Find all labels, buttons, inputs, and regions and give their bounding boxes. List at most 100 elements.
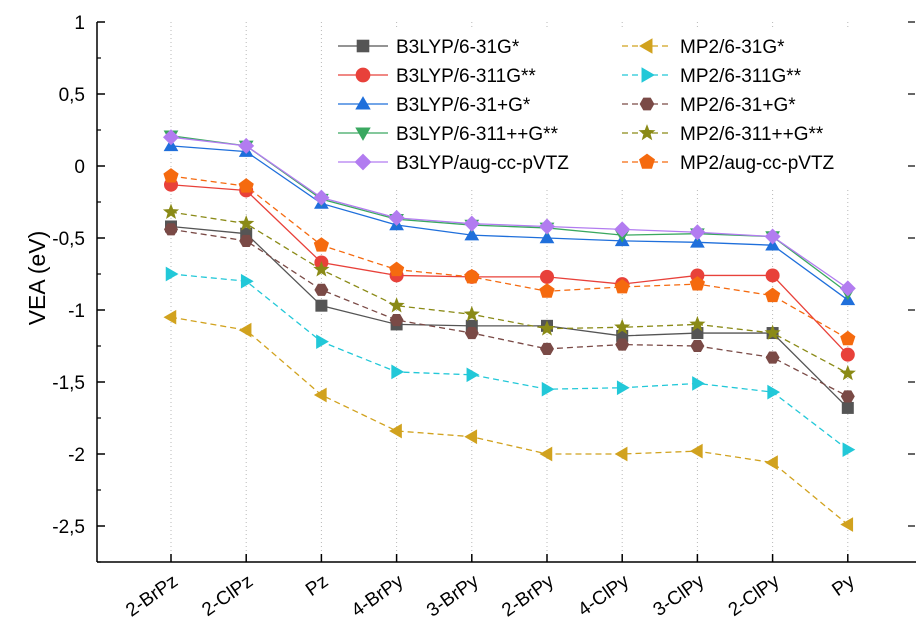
- data-point-mp2-6-31-g-py: [840, 390, 855, 403]
- data-point-mp2-6-31g-4-brpy: [389, 423, 402, 439]
- legend-label: MP2/6-311G**: [680, 66, 802, 87]
- y-axis-label: VEA (eV): [24, 231, 50, 326]
- series-line-mp2-6-311-g: [170, 211, 849, 374]
- data-point-mp2-6-31g-2-clpz: [238, 322, 252, 338]
- legend-label: MP2/6-311++G**: [680, 124, 824, 145]
- series-line-b3lyp-aug-cc-pvtz: [170, 136, 849, 289]
- data-point-b3lyp-6-31-g-2-brpy: [539, 230, 555, 244]
- series-mp2-6-311-g: [162, 203, 856, 381]
- legend-item-b3lyp-aug-cc-pvtz: B3LYP/aug-cc-pVTZ: [338, 153, 569, 174]
- data-point-mp2-6-311-g-2-brpz: [162, 203, 180, 219]
- legend-item-mp2-6-311-g: MP2/6-311++G**: [622, 124, 824, 145]
- data-point-mp2-6-311-g-py: [839, 364, 856, 381]
- legend-marker: [354, 153, 372, 171]
- legend-marker: [356, 39, 370, 53]
- legend-item-b3lyp-6-311-g: B3LYP/6-311++G**: [338, 124, 559, 145]
- data-point-mp2-6-311g-py: [842, 442, 856, 458]
- legend-marker: [641, 67, 655, 83]
- data-point-b3lyp-aug-cc-pvtz-pz: [313, 189, 330, 206]
- data-point-mp2-aug-cc-pvtz-3-brpy: [464, 268, 480, 284]
- y-tick-label: -1,5: [52, 373, 85, 394]
- series-line-mp2-6-311g: [170, 273, 849, 451]
- legend-item-mp2-6-311g: MP2/6-311G**: [622, 66, 802, 87]
- x-tick-label-2-brpy: 2-BrPy: [498, 571, 558, 622]
- data-point-mp2-6-311g-4-brpy: [391, 364, 405, 380]
- data-point-mp2-6-311g-2-clpz: [240, 273, 254, 289]
- series-b3lyp-aug-cc-pvtz: [163, 129, 856, 297]
- legend-marker: [639, 38, 653, 54]
- x-tick-label-2-clpz: 2-ClPz: [198, 571, 257, 621]
- legend: B3LYP/6-31G* B3LYP/6-311G** B3LYP/6-31+G* B…: [330, 28, 906, 188]
- data-point-b3lyp-aug-cc-pvtz-4-clpy: [614, 221, 631, 238]
- legend-item-b3lyp-6-31-g: B3LYP/6-31+G*: [338, 95, 531, 116]
- data-point-b3lyp-6-311g-py: [840, 347, 855, 362]
- data-point-b3lyp-6-311g-2-clpy: [765, 268, 780, 283]
- legend-marker: [639, 97, 655, 111]
- data-point-b3lyp-aug-cc-pvtz-3-brpy: [463, 215, 480, 232]
- data-point-mp2-aug-cc-pvtz-pz: [313, 237, 330, 252]
- data-point-mp2-6-31g-2-brpz: [163, 309, 177, 325]
- data-point-mp2-6-31g-pz: [313, 387, 327, 403]
- series-b3lyp-6-311g: [164, 177, 855, 362]
- data-point-mp2-6-311-g-3-brpy: [463, 305, 480, 322]
- x-tick-label-2-brpz: 2-BrPz: [122, 571, 182, 622]
- y-tick-label: -2: [68, 445, 85, 466]
- data-point-mp2-6-31-g-3-clpy: [690, 339, 705, 353]
- series-mp2-6-311g: [165, 266, 856, 458]
- legend-item-mp2-6-31-g: MP2/6-31+G*: [622, 95, 796, 116]
- data-point-mp2-6-311g-pz: [316, 334, 329, 350]
- data-point-b3lyp-aug-cc-pvtz-3-clpy: [689, 224, 706, 241]
- y-tick-label: 0: [74, 157, 85, 178]
- data-point-b3lyp-6-311g-2-brpy: [540, 269, 554, 284]
- series-mp2-aug-cc-pvtz: [163, 168, 856, 346]
- data-point-mp2-6-311g-4-clpy: [616, 380, 630, 396]
- data-point-mp2-6-311-g-2-clpz: [238, 215, 255, 231]
- data-point-mp2-6-311g-2-brpy: [541, 381, 555, 397]
- data-point-mp2-6-31-g-2-clpz: [239, 234, 254, 247]
- legend-label: MP2/6-31+G*: [680, 95, 796, 116]
- legend-background: [330, 28, 906, 188]
- legend-marker: [355, 67, 371, 83]
- data-point-mp2-aug-cc-pvtz-2-clpy: [764, 287, 781, 303]
- data-point-b3lyp-aug-cc-pvtz-2-brpz: [163, 129, 179, 146]
- data-point-mp2-6-311-g-4-brpy: [388, 297, 405, 313]
- legend-item-mp2-6-31g: MP2/6-31G*: [622, 37, 785, 58]
- y-tick-label: -1: [68, 301, 85, 322]
- legend-marker: [639, 153, 655, 169]
- legend-label: B3LYP/aug-cc-pVTZ: [396, 153, 569, 174]
- data-point-mp2-aug-cc-pvtz-2-clpz: [238, 178, 254, 193]
- legend-item-mp2-aug-cc-pvtz: MP2/aug-cc-pVTZ: [622, 153, 835, 174]
- legend-marker: [355, 127, 371, 141]
- series-b3lyp-6-31g: [165, 220, 854, 414]
- data-point-mp2-6-311-g-4-clpy: [614, 318, 631, 335]
- series-line-mp2-aug-cc-pvtz: [170, 175, 849, 340]
- data-point-b3lyp-6-31g-pz: [315, 299, 328, 312]
- data-point-b3lyp-aug-cc-pvtz-2-clpz: [238, 137, 255, 154]
- legend-label: B3LYP/6-311++G**: [396, 124, 559, 145]
- x-tick-label-4-clpy: 4-ClPy: [574, 571, 633, 621]
- data-point-b3lyp-aug-cc-pvtz-2-brpy: [539, 218, 555, 235]
- data-point-mp2-aug-cc-pvtz-4-brpy: [388, 261, 405, 277]
- y-tick-label: 1: [74, 13, 85, 34]
- data-point-b3lyp-aug-cc-pvtz-2-clpy: [764, 228, 781, 245]
- x-tick-label-py: Py: [828, 571, 859, 601]
- x-tick-label-3-brpy: 3-BrPy: [423, 571, 483, 622]
- legend-marker: [638, 124, 656, 141]
- data-point-mp2-aug-cc-pvtz-4-clpy: [614, 278, 630, 294]
- x-tick-label-pz: Pz: [302, 571, 332, 601]
- data-point-mp2-6-31-g-2-brpz: [164, 223, 178, 236]
- legend-marker: [355, 96, 371, 110]
- data-point-mp2-6-311-g-3-clpy: [689, 315, 706, 332]
- data-point-mp2-6-311g-2-clpy: [767, 384, 781, 400]
- x-tick-label-2-clpy: 2-ClPy: [725, 571, 784, 621]
- data-point-mp2-6-31g-3-clpy: [689, 443, 703, 459]
- data-point-b3lyp-aug-cc-pvtz-4-brpy: [388, 209, 405, 226]
- data-point-mp2-6-31g-2-brpy: [539, 446, 553, 462]
- data-point-mp2-aug-cc-pvtz-2-brpy: [539, 283, 555, 298]
- data-point-b3lyp-6-31g-py: [841, 401, 854, 414]
- legend-label: B3LYP/6-31+G*: [396, 95, 531, 116]
- data-point-b3lyp-6-31g-3-clpy: [691, 327, 704, 340]
- data-point-mp2-6-31g-3-brpy: [464, 429, 478, 445]
- data-point-mp2-6-31-g-pz: [314, 283, 329, 296]
